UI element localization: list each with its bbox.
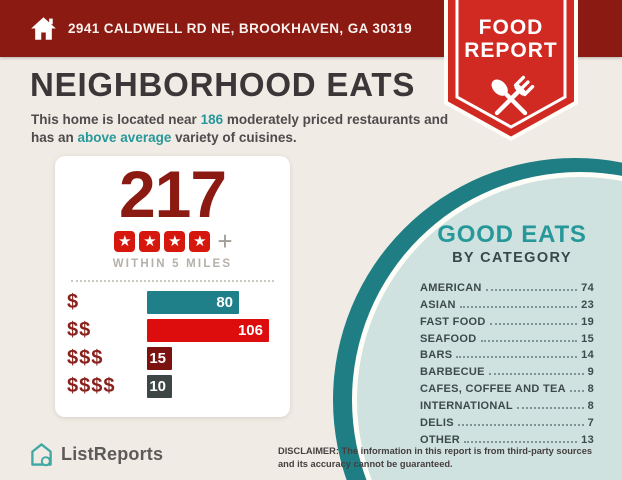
category-row: DELIS 7 [420,412,594,429]
category-count: 7 [587,417,594,430]
category-count: 8 [587,400,594,413]
disclaimer-body: The information in this report is from t… [278,446,593,469]
dotted-leader [480,339,578,342]
star-rating: ★ ★ ★ ★ + [55,226,290,256]
price-bar: 15 [147,347,172,370]
category-count: 14 [581,349,594,362]
category-count: 13 [581,433,594,446]
dotted-leader [456,356,578,359]
category-count: 15 [581,332,594,345]
category-count: 8 [587,383,594,396]
intro-highlight: 186 [200,112,224,127]
listreports-house-icon [31,443,52,467]
category-row: ASIAN 23 [420,294,594,311]
category-count: 9 [587,366,594,379]
intro-highlight: above average [77,129,172,145]
property-address: 2941 CALDWELL RD NE, BROOKHAVEN, GA 3031… [68,21,412,36]
price-bar-row: $80 [67,291,290,314]
category-row: SEAFOOD 15 [420,328,594,345]
category-count: 23 [581,298,594,311]
listreports-logo: ListReports [30,442,163,467]
price-bar: 10 [147,375,172,398]
plus-sign: + [217,226,233,256]
star-icon: ★ [114,230,136,252]
total-restaurants-count: 217 [118,157,227,231]
category-label: BARS [420,349,453,362]
category-count: 74 [581,281,594,294]
category-row: INTERNATIONAL 8 [420,395,594,412]
dotted-leader [488,373,584,376]
radius-label: WITHIN 5 MILES [112,258,233,270]
category-row: AMERICAN 74 [420,277,594,294]
category-row: CAFES, COFFEE AND TEA 8 [420,378,594,395]
intro-text: This home is located near 186 moderately… [31,111,461,146]
disclaimer-text: DISCLAIMER: The information in this repo… [278,445,600,470]
stats-card: 217 ★ ★ ★ ★ + WITHIN 5 MILES $80 $$ 106 $$$ 15 $$… [55,156,290,417]
price-bar-row: $$$ 15 [67,347,290,370]
category-row: FAST FOOD 19 [420,311,594,328]
dotted-leader [459,305,578,308]
category-label: DELIS [420,417,454,430]
dotted-divider [71,280,274,282]
price-tier-label: $$ [67,319,92,341]
home-icon [31,17,56,40]
brand-name: ListReports [61,444,164,464]
star-icon: ★ [164,230,186,252]
good-eats-title: GOOD EATS [437,221,587,248]
price-bar-row: $$$$ 10 [67,375,290,398]
dotted-leader [516,407,584,410]
dotted-leader [485,288,578,291]
category-label: SEAFOOD [420,332,477,345]
intro-segment: moderately priced restaurants and has an [31,112,449,145]
category-label: INTERNATIONAL [420,400,513,413]
dotted-leader [569,390,584,393]
category-label: BARBECUE [420,366,485,379]
page-title: NEIGHBORHOOD EATS [30,66,416,103]
price-tier-label: $$$$ [67,375,116,397]
category-list: AMERICAN 74 ASIAN 23 FAST FOOD 19 SEAFOOD 15 BAR… [412,277,612,446]
food-report-ribbon: FOOD REPORT [444,0,578,141]
dotted-leader [489,322,578,325]
badge-text-food: FOOD [479,16,544,39]
price-tier-label: $$$ [67,347,104,369]
disclaimer-label: DISCLAIMER: [278,446,339,456]
dotted-leader [464,440,578,443]
price-tier-bar-chart: $80 $$ 106 $$$ 15 $$$$ 10 [55,282,290,398]
price-bar-row: $$ 106 [67,319,290,342]
good-eats-panel: GOOD EATS BY CATEGORY AMERICAN 74 ASIAN 23 F… [412,221,612,446]
category-label: ASIAN [420,298,456,311]
category-label: OTHER [420,433,460,446]
star-icon: ★ [189,230,211,252]
dotted-leader [457,424,584,427]
price-bar: 106 [147,319,269,342]
badge-text-report: REPORT [464,39,558,62]
price-bar: 80 [147,291,239,314]
crossed-utensils-icon [491,75,535,116]
category-row: OTHER 13 [420,429,594,446]
good-eats-subtitle: BY CATEGORY [452,250,572,266]
category-count: 19 [581,315,594,328]
category-label: FAST FOOD [420,315,486,328]
star-icon: ★ [139,230,161,252]
category-label: AMERICAN [420,281,482,294]
category-label: CAFES, COFFEE AND TEA [420,383,566,396]
intro-segment: variety of cuisines. [171,129,297,145]
category-row: BARS 14 [420,345,594,362]
price-tier-label: $ [67,291,80,313]
intro-segment: This home is located near [31,112,201,127]
category-row: BARBECUE 9 [420,361,594,378]
